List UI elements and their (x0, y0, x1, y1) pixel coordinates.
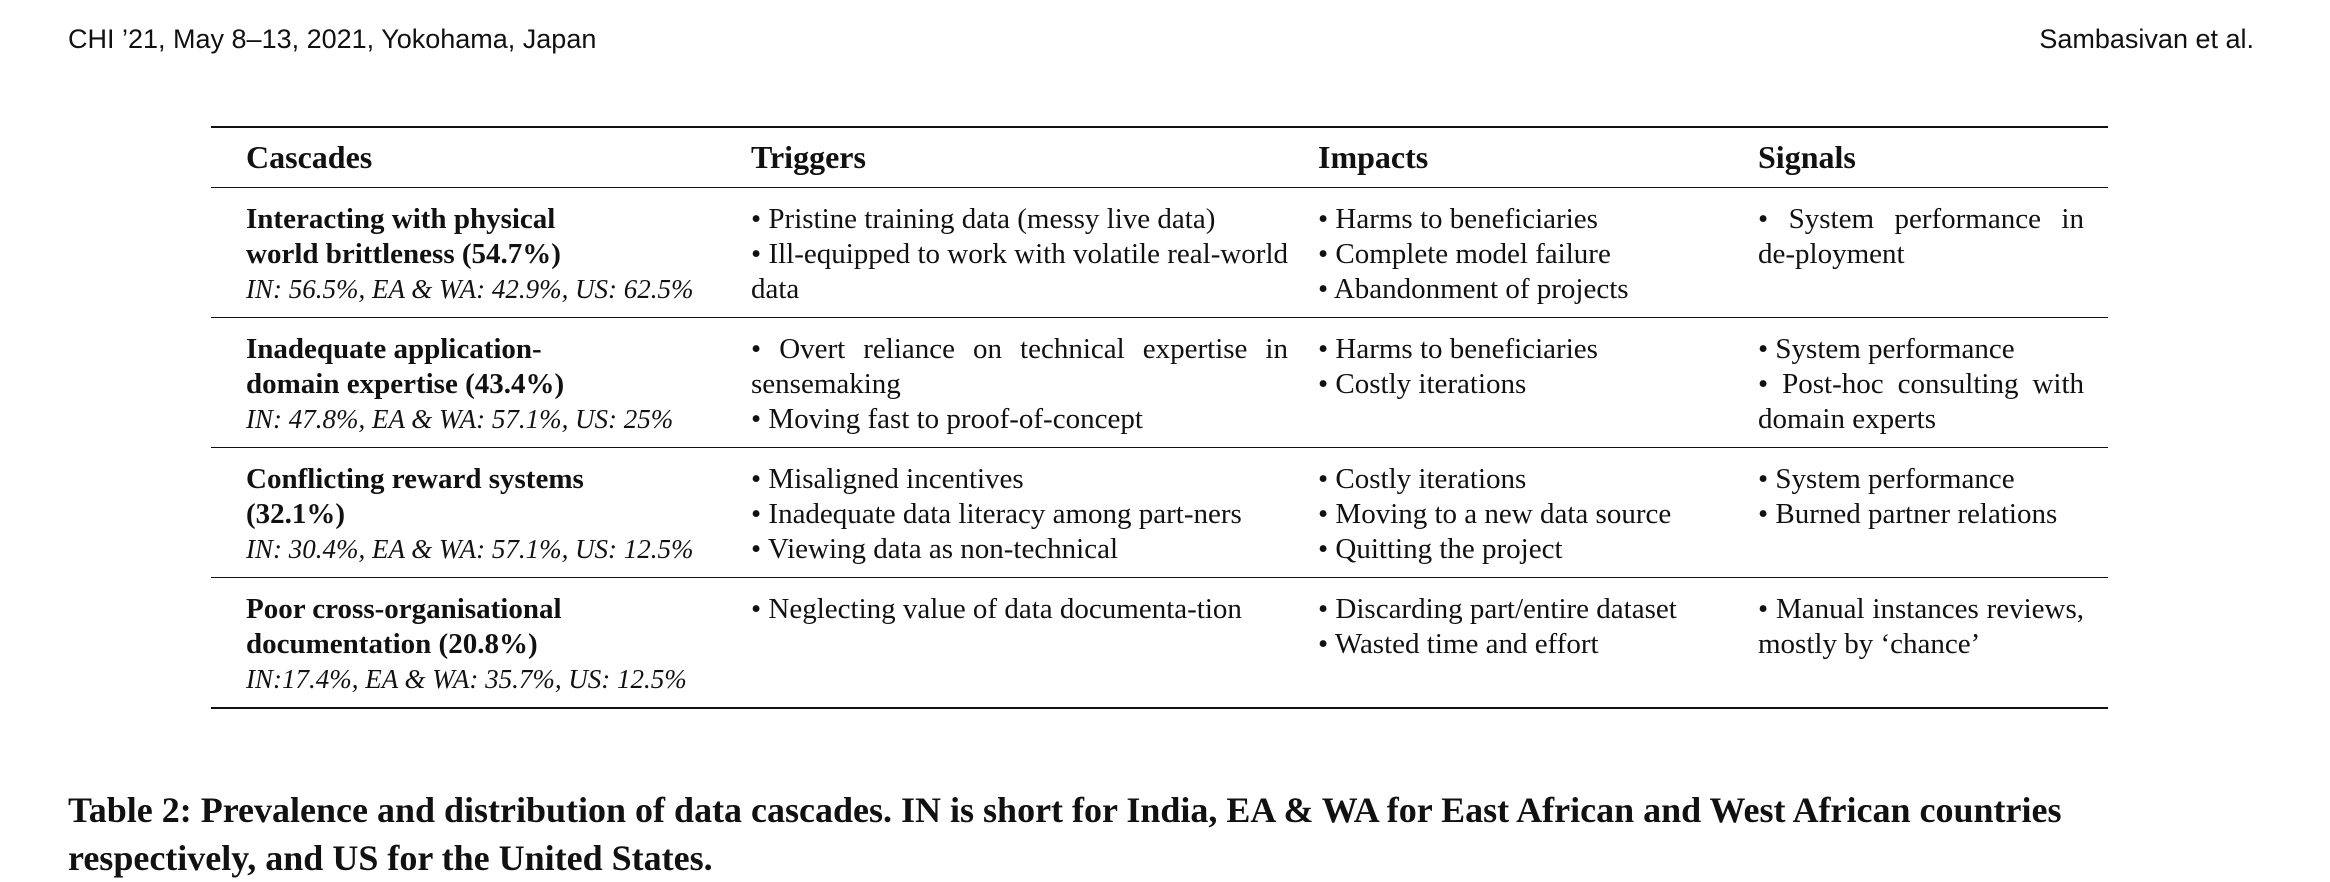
signals-cell: System performanceBurned partner relatio… (1758, 447, 2108, 578)
signal-list: System performance in de-ployment (1758, 202, 2108, 272)
impact-item: Abandonment of projects (1318, 272, 1758, 307)
trigger-list: Misaligned incentivesInadequate data lit… (751, 462, 1288, 567)
signal-list: Manual instances reviews, mostly by ‘cha… (1758, 592, 2108, 662)
impact-item: Complete model failure (1318, 237, 1758, 272)
cascade-name: Conflicting reward systems (32.1%) (246, 463, 584, 530)
impacts-cell: Harms to beneficiariesComplete model fai… (1318, 187, 1758, 318)
table-row: Inadequate application-domain expertise … (211, 317, 2108, 448)
signals-cell: System performancePost-hoc consulting wi… (1758, 317, 2108, 448)
impact-item: Harms to beneficiaries (1318, 202, 1758, 237)
cascade-distribution: IN: 56.5%, EA & WA: 42.9%, US: 62.5% (246, 274, 694, 304)
trigger-item: Ill-equipped to work with volatile real-… (751, 237, 1288, 307)
trigger-item: Viewing data as non-technical (751, 532, 1288, 567)
header-cascades: Cascades (211, 126, 751, 188)
signal-item: Post-hoc consulting with domain experts (1758, 367, 2108, 437)
impacts-cell: Costly iterationsMoving to a new data so… (1318, 447, 1758, 578)
impact-item: Discarding part/entire dataset (1318, 592, 1758, 627)
impact-item: Moving to a new data source (1318, 497, 1758, 532)
trigger-item: Overt reliance on technical expertise in… (751, 332, 1288, 402)
cascade-distribution: IN: 47.8%, EA & WA: 57.1%, US: 25% (246, 404, 674, 434)
signals-cell: System performance in de-ployment (1758, 187, 2108, 318)
table-row: Poor cross-organisational documentation … (211, 577, 2108, 709)
cascade-cell: Conflicting reward systems (32.1%) IN: 30… (211, 447, 751, 578)
signal-item: System performance (1758, 332, 2108, 367)
impacts-cell: Harms to beneficiariesCostly iterations (1318, 317, 1758, 448)
cascade-name: Interacting with physical world brittlen… (246, 203, 561, 270)
cascade-name: Inadequate application-domain expertise … (246, 333, 565, 400)
impact-list: Discarding part/entire datasetWasted tim… (1318, 592, 1758, 662)
impact-item: Harms to beneficiaries (1318, 332, 1758, 367)
cascade-distribution: IN: 30.4%, EA & WA: 57.1%, US: 12.5% (246, 534, 694, 564)
signal-item: Burned partner relations (1758, 497, 2108, 532)
signal-item: Manual instances reviews, mostly by ‘cha… (1758, 592, 2108, 662)
table-row: Interacting with physical world brittlen… (211, 187, 2108, 318)
impact-item: Costly iterations (1318, 462, 1758, 497)
trigger-item: Moving fast to proof-of-concept (751, 402, 1288, 437)
trigger-item: Misaligned incentives (751, 462, 1288, 497)
table-caption: Table 2: Prevalence and distribution of … (68, 790, 2062, 878)
impact-item: Wasted time and effort (1318, 627, 1758, 662)
header-triggers: Triggers (751, 126, 1318, 188)
triggers-cell: Misaligned incentivesInadequate data lit… (751, 447, 1318, 578)
trigger-list: Pristine training data (messy live data)… (751, 202, 1288, 307)
trigger-item: Pristine training data (messy live data) (751, 202, 1288, 237)
table-header-row: Cascades Triggers Impacts Signals (211, 126, 2108, 188)
impact-list: Harms to beneficiariesCostly iterations (1318, 332, 1758, 402)
impact-list: Costly iterationsMoving to a new data so… (1318, 462, 1758, 567)
trigger-item: Neglecting value of data documenta-tion (751, 592, 1288, 627)
trigger-list: Overt reliance on technical expertise in… (751, 332, 1288, 437)
cascade-cell: Interacting with physical world brittlen… (211, 187, 751, 318)
running-head-authors: Sambasivan et al. (2039, 24, 2254, 54)
signal-item: System performance (1758, 462, 2108, 497)
triggers-cell: Neglecting value of data documenta-tion (751, 577, 1318, 709)
signal-item: System performance in de-ployment (1758, 202, 2108, 272)
header-signals: Signals (1758, 126, 2108, 188)
cascade-name: Poor cross-organisational documentation … (246, 593, 562, 660)
data-cascades-table: Cascades Triggers Impacts Signals Intera… (211, 126, 2108, 709)
signal-list: System performancePost-hoc consulting wi… (1758, 332, 2108, 437)
signals-cell: Manual instances reviews, mostly by ‘cha… (1758, 577, 2108, 709)
impact-item: Costly iterations (1318, 367, 1758, 402)
trigger-list: Neglecting value of data documenta-tion (751, 592, 1288, 627)
trigger-item: Inadequate data literacy among part-ners (751, 497, 1288, 532)
cascade-distribution: IN:17.4%, EA & WA: 35.7%, US: 12.5% (246, 664, 687, 694)
table-row: Conflicting reward systems (32.1%) IN: 30… (211, 447, 2108, 578)
cascade-cell: Poor cross-organisational documentation … (211, 577, 751, 709)
impact-list: Harms to beneficiariesComplete model fai… (1318, 202, 1758, 307)
impact-item: Quitting the project (1318, 532, 1758, 567)
cascade-cell: Inadequate application-domain expertise … (211, 317, 751, 448)
triggers-cell: Overt reliance on technical expertise in… (751, 317, 1318, 448)
running-head-venue: CHI ’21, May 8–13, 2021, Yokohama, Japan (68, 24, 597, 54)
triggers-cell: Pristine training data (messy live data)… (751, 187, 1318, 318)
header-impacts: Impacts (1318, 126, 1758, 188)
signal-list: System performanceBurned partner relatio… (1758, 462, 2108, 532)
impacts-cell: Discarding part/entire datasetWasted tim… (1318, 577, 1758, 709)
